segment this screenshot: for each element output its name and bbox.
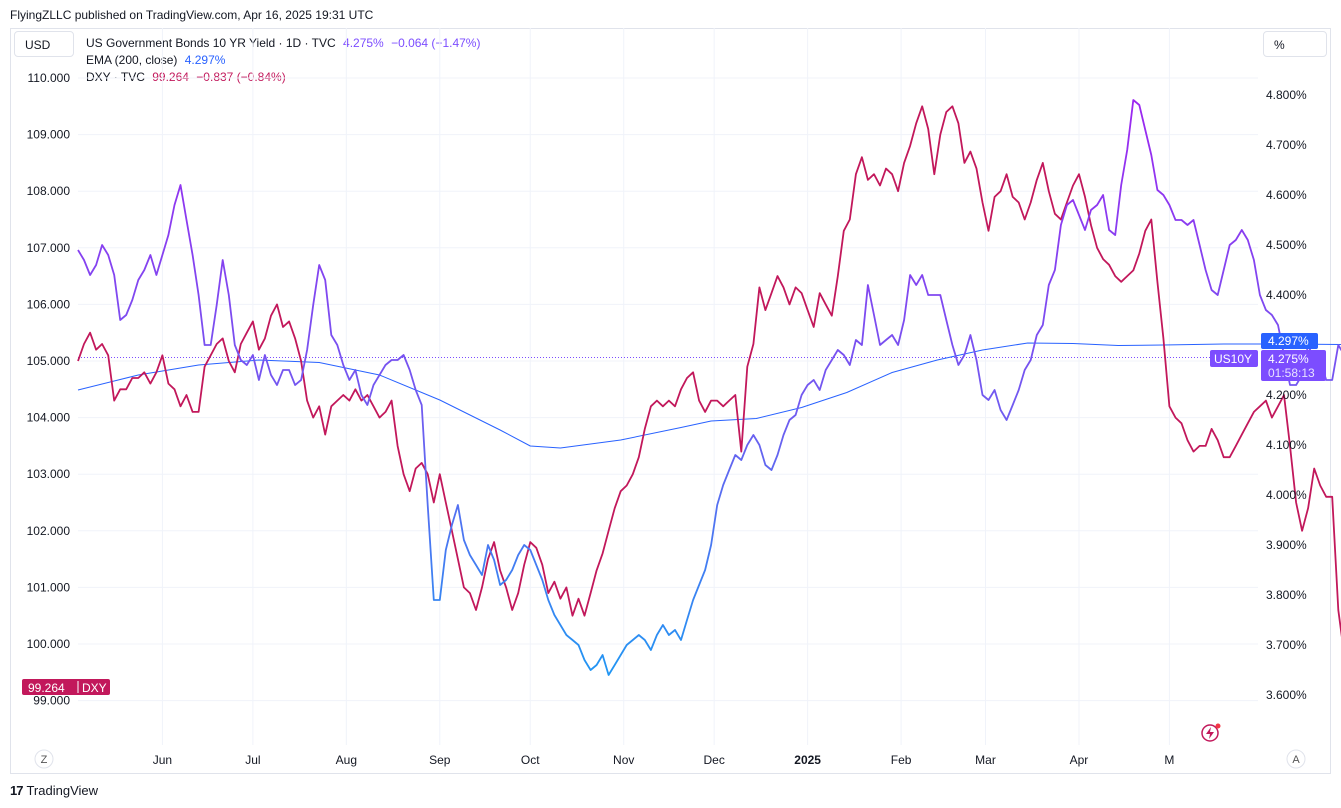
right-axis-tick: 3.600% xyxy=(1266,688,1307,702)
left-axis-tick: 102.000 xyxy=(27,524,71,538)
zoom-button-label: Z xyxy=(41,754,48,766)
right-axis-tick: 3.700% xyxy=(1266,638,1307,652)
right-axis-tick: 4.600% xyxy=(1266,188,1307,202)
dxy-badge-value: 99.264 xyxy=(28,681,65,695)
grid-lines xyxy=(78,28,1258,745)
us10y-badge-value: 4.275% xyxy=(1268,352,1309,366)
legend-ema[interactable]: EMA (200, close) 4.297% xyxy=(86,53,229,67)
dxy-line xyxy=(77,105,1341,638)
time-axis-tick: Jul xyxy=(245,753,260,767)
left-currency-button[interactable]: USD xyxy=(14,31,74,57)
left-axis-tick: 101.000 xyxy=(27,580,71,594)
legend-dxy-label: DXY · TVC xyxy=(86,70,145,84)
series-layer xyxy=(77,99,1341,676)
tradingview-logo-icon: 17 xyxy=(10,783,24,798)
right-axis-tick: 3.900% xyxy=(1266,538,1307,552)
legend-ema-value: 4.297% xyxy=(184,53,226,67)
right-axis-tick: 4.800% xyxy=(1266,88,1307,102)
right-axis-tick: 4.000% xyxy=(1266,488,1307,502)
left-axis-tick: 108.000 xyxy=(27,184,71,198)
legend-us10y-label: US Government Bonds 10 YR Yield · 1D · T… xyxy=(86,36,336,50)
left-axis-tick: 106.000 xyxy=(27,297,71,311)
legend-us10y-change: −0.064 (−1.47%) xyxy=(391,36,481,50)
right-axis-tick: 4.100% xyxy=(1266,438,1307,452)
right-price-axis[interactable]: 4.800%4.700%4.600%4.500%4.400%4.300%4.20… xyxy=(1266,88,1307,702)
chart-frame xyxy=(10,28,1331,774)
published-by-text: FlyingZLLC published on TradingView.com,… xyxy=(10,8,374,22)
ema-price-badge: 4.297% xyxy=(1261,333,1318,349)
footer-brand[interactable]: 17 TradingView xyxy=(10,783,98,798)
dxy-badge-name: DXY xyxy=(82,681,107,695)
auto-scale-button[interactable]: A xyxy=(1286,749,1306,769)
right-axis-tick: 3.800% xyxy=(1266,588,1307,602)
left-axis-tick: 110.000 xyxy=(28,71,71,85)
left-axis-tick: 107.000 xyxy=(27,241,71,255)
right-axis-tick: 4.200% xyxy=(1266,388,1307,402)
us10y-badge-name: US10Y xyxy=(1214,352,1252,366)
time-axis-tick: Dec xyxy=(703,753,724,767)
time-axis-tick: M xyxy=(1164,753,1174,767)
time-axis-tick: 2025 xyxy=(794,753,821,767)
time-axis[interactable]: Jun Jul Aug Sep Oct Nov Dec 2025 Feb Mar Apr M xyxy=(153,753,1175,767)
right-axis-tick: 4.700% xyxy=(1266,138,1307,152)
legend-us10y[interactable]: US Government Bonds 10 YR Yield · 1D · T… xyxy=(86,36,484,50)
time-axis-tick: Mar xyxy=(975,753,996,767)
time-axis-tick: Sep xyxy=(429,753,451,767)
countdown-timer: 01:58:13 xyxy=(1268,366,1315,380)
time-axis-tick: Jun xyxy=(153,753,172,767)
left-axis-tick: 104.000 xyxy=(27,411,71,425)
auto-scale-label: A xyxy=(1292,754,1300,766)
ema-badge-value: 4.297% xyxy=(1268,334,1309,348)
time-axis-tick: Aug xyxy=(336,753,357,767)
zoom-button[interactable]: Z xyxy=(34,749,54,769)
legend-dxy[interactable]: DXY · TVC 99.264 −0.837 (−0.84%) xyxy=(86,70,290,84)
right-unit-button[interactable]: % xyxy=(1263,31,1327,57)
time-axis-tick: Nov xyxy=(613,753,634,767)
left-axis-tick: 105.000 xyxy=(27,354,71,368)
left-axis-tick: 109.000 xyxy=(27,128,71,142)
us10y-price-badge: US10Y 4.275% 01:58:13 xyxy=(1210,350,1326,381)
legend-dxy-change: −0.837 (−0.84%) xyxy=(196,70,286,84)
time-axis-tick: Feb xyxy=(891,753,912,767)
us10y-line xyxy=(77,99,1341,676)
footer-brand-text: TradingView xyxy=(26,783,99,798)
left-axis-tick: 99.000 xyxy=(33,694,70,708)
left-axis-tick: 103.000 xyxy=(27,467,71,481)
legend-ema-label: EMA (200, close) xyxy=(86,53,178,67)
right-axis-tick: 4.400% xyxy=(1266,288,1307,302)
legend-us10y-value: 4.275% xyxy=(343,36,384,50)
time-axis-tick: Apr xyxy=(1070,753,1089,767)
left-price-axis[interactable]: 110.000 109.000 108.000 107.000 106.000 105.0… xyxy=(27,71,71,708)
time-axis-tick: Oct xyxy=(521,753,540,767)
left-axis-tick: 100.000 xyxy=(27,637,71,651)
right-axis-tick: 4.500% xyxy=(1266,238,1307,252)
legend-dxy-value: 99.264 xyxy=(152,70,189,84)
ema-line xyxy=(77,342,1341,449)
replay-flash-icon[interactable] xyxy=(1201,723,1221,742)
dxy-price-badge: 99.264 DXY xyxy=(22,679,110,695)
